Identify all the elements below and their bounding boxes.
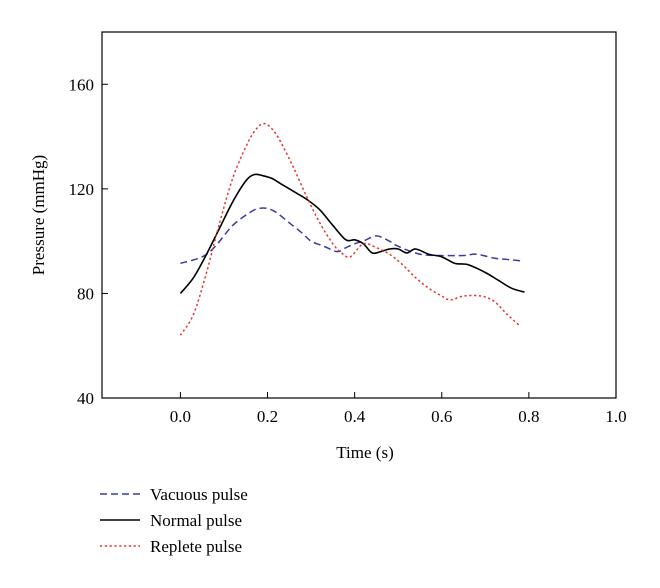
series-lines [179,122,525,336]
series-line-replete-pulse [179,122,521,336]
x-axis-label: Time (s) [336,443,393,462]
x-tick-label: 0.6 [431,407,452,426]
series-line-normal-pulse [179,173,525,294]
x-tick-label: 0.8 [518,407,539,426]
x-tick-label: 0.0 [170,407,191,426]
x-tick-label: 1.0 [605,407,626,426]
x-axis-ticks: 0.0 0.2 0.4 0.6 0.8 1.0 [170,392,627,426]
legend: Vacuous pulse Normal pulse Replete pulse [100,485,248,556]
series-line-vacuous-pulse [180,207,521,265]
y-tick-label: 120 [69,180,95,199]
legend-label-normal-pulse: Normal pulse [150,511,242,530]
y-tick-label: 80 [77,284,94,303]
legend-label-replete-pulse: Replete pulse [150,537,242,556]
y-axis-ticks: 40 80 120 160 [69,75,108,408]
legend-label-vacuous-pulse: Vacuous pulse [150,485,248,504]
y-tick-label: 40 [77,389,94,408]
x-tick-label: 0.2 [257,407,278,426]
y-axis-label: Pressure (mmHg) [29,155,48,275]
x-tick-label: 0.4 [344,407,366,426]
plot-area-frame [101,31,617,399]
y-tick-label: 160 [69,75,95,94]
